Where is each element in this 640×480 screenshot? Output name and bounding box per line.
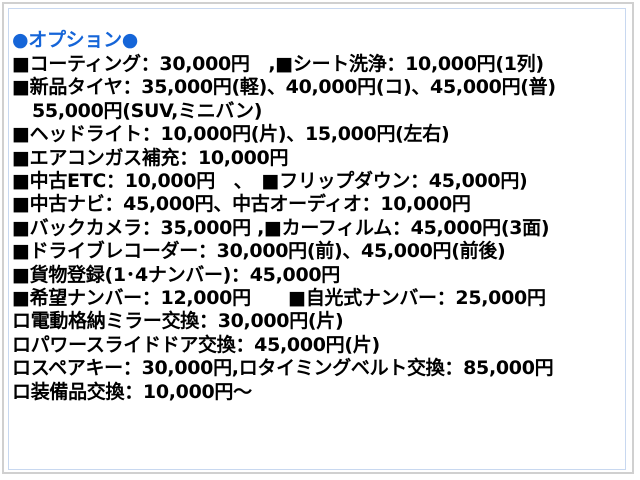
option-line: ■中古ETC：10,000円 、 ■フリップダウン：45,000円) [12,170,528,192]
option-line: ■貨物登録(1･4ナンバー)：45,000円 [12,263,340,286]
option-line: ■エアコンガス補充：10,000円 [12,146,289,169]
option-line: ■中古ナビ：45,000円、中古オーディオ：10,000円 [12,193,471,216]
option-line: ■新品タイヤ：35,000円(軽)、40,000円(コ)、45,000円(普) [12,76,556,99]
option-line: ロ電動格納ミラー交換：30,000円(片) [12,310,344,333]
option-line: ロスペアキー：30,000円,ロタイミングベルト交換：85,000円 [12,357,554,380]
option-line: ■希望ナンバー：12,000円 ■自光式ナンバー：25,000円 [12,287,546,309]
title: ●オプション● [12,29,139,51]
inner-frame [8,8,626,470]
option-line: ■コーティング：30,000円 ,■シート洗浄：10,000円(1列) [12,53,544,75]
option-line: 55,000円(SUV,ミニバン) [32,99,263,122]
option-line: ■ドライブレコーダー：30,000円(前)、45,000円(前後) [12,240,506,263]
option-line: ■ヘッドライト：10,000円(片)、15,000円(左右) [12,123,450,146]
option-line: ロパワースライドドア交換：45,000円(片) [12,333,380,356]
option-line: ■バックカメラ：35,000円 ,■カーフィルム：45,000円(3面) [12,216,550,239]
frame [2,2,634,474]
option-line: ロ装備品交換：10,000円～ [12,380,252,403]
